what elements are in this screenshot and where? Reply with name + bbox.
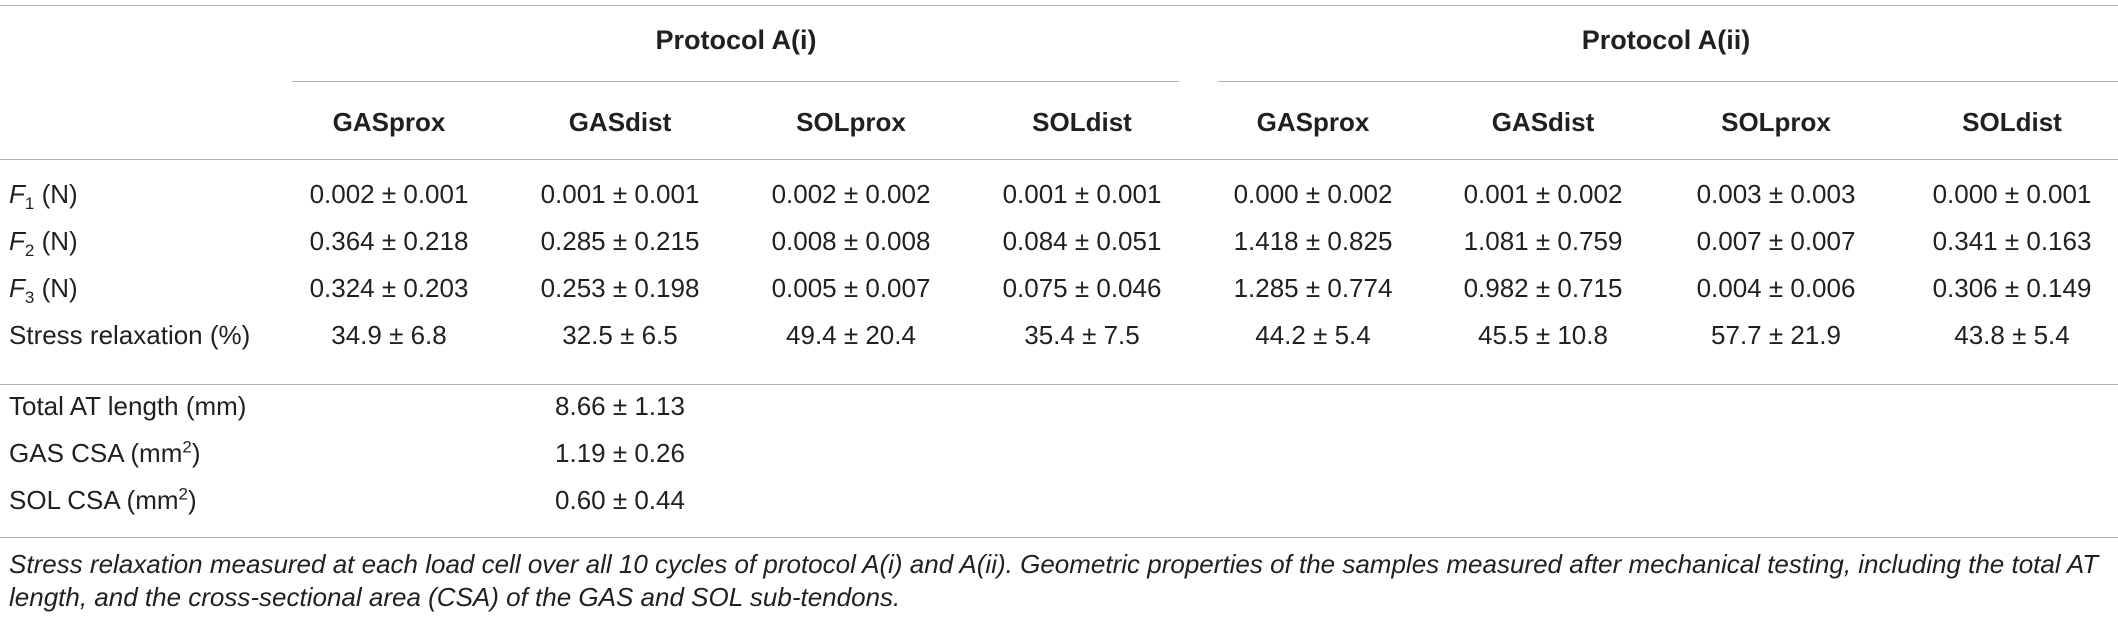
col-header-gasdist-a-i: GASdist [568, 107, 672, 137]
table-cell: 0.324 ± 0.203 [309, 273, 469, 303]
table-cell: 0.306 ± 0.149 [1932, 273, 2092, 303]
section-rule [0, 384, 2118, 385]
table-cell: 0.001 ± 0.001 [1002, 179, 1162, 209]
header-rule [0, 159, 2118, 160]
table-cell: 0.001 ± 0.002 [1463, 179, 1623, 209]
row-label-f1: F1 (N) [9, 179, 78, 214]
row-label-total-at-length: Total AT length (mm) [9, 391, 247, 421]
col-header-soldist-a-i: SOLdist [1032, 107, 1132, 137]
col-header-solprox-a-i: SOLprox [796, 107, 906, 137]
table-cell: 57.7 ± 21.9 [1711, 320, 1841, 350]
table-cell: 1.285 ± 0.774 [1233, 273, 1393, 303]
table-cell: 0.002 ± 0.002 [771, 179, 931, 209]
table-cell: 45.5 ± 10.8 [1478, 320, 1608, 350]
table-cell: 1.081 ± 0.759 [1463, 226, 1623, 256]
table-cell: 32.5 ± 6.5 [562, 320, 678, 350]
table-cell: 0.075 ± 0.046 [1002, 273, 1162, 303]
bottom-rule [0, 537, 2118, 538]
col-header-soldist-a-ii: SOLdist [1962, 107, 2062, 137]
table-cell: 0.001 ± 0.001 [540, 179, 700, 209]
col-header-gasprox-a-ii: GASprox [1256, 107, 1370, 137]
table-caption: Stress relaxation measured at each load … [9, 549, 2099, 612]
table-cell: 0.003 ± 0.003 [1696, 179, 1856, 209]
row-label-f2: F2 (N) [9, 226, 78, 261]
table-cell: 0.253 ± 0.198 [540, 273, 700, 303]
group-a-ii-underline [1218, 81, 2118, 82]
table-cell: 0.005 ± 0.007 [771, 273, 931, 303]
col-header-gasdist-a-ii: GASdist [1491, 107, 1595, 137]
table-cell: 0.008 ± 0.008 [771, 226, 931, 256]
table-cell: 0.364 ± 0.218 [309, 226, 469, 256]
table-cell: 43.8 ± 5.4 [1954, 320, 2070, 350]
group-header-protocol-a-i: Protocol A(i) [655, 25, 817, 55]
table-cell: 0.60 ± 0.44 [555, 485, 685, 515]
top-rule [0, 5, 2118, 6]
table-cell: 8.66 ± 1.13 [555, 391, 685, 421]
table-cell: 0.000 ± 0.001 [1932, 179, 2092, 209]
group-a-i-underline [292, 81, 1179, 82]
table-cell: 34.9 ± 6.8 [331, 320, 447, 350]
row-label-sol-csa: SOL CSA (mm2) [9, 484, 197, 515]
table-cell: 0.007 ± 0.007 [1696, 226, 1856, 256]
table-cell: 44.2 ± 5.4 [1255, 320, 1371, 350]
row-label-stress-relaxation: Stress relaxation (%) [9, 320, 251, 350]
row-label-f3: F3 (N) [9, 273, 78, 308]
table-cell: 1.418 ± 0.825 [1233, 226, 1393, 256]
row-label-gas-csa: GAS CSA (mm2) [9, 437, 201, 468]
table-cell: 0.004 ± 0.006 [1696, 273, 1856, 303]
table-cell: 0.000 ± 0.002 [1233, 179, 1393, 209]
table-cell: 35.4 ± 7.5 [1024, 320, 1140, 350]
table-cell: 0.341 ± 0.163 [1932, 226, 2092, 256]
table-cell: 0.002 ± 0.001 [309, 179, 469, 209]
group-header-protocol-a-ii: Protocol A(ii) [1581, 25, 1751, 55]
table-cell: 1.19 ± 0.26 [555, 438, 685, 468]
table-cell: 0.982 ± 0.715 [1463, 273, 1623, 303]
table-cell: 0.285 ± 0.215 [540, 226, 700, 256]
table-cell: 49.4 ± 20.4 [786, 320, 916, 350]
col-header-solprox-a-ii: SOLprox [1721, 107, 1831, 137]
table-cell: 0.084 ± 0.051 [1002, 226, 1162, 256]
col-header-gasprox-a-i: GASprox [332, 107, 446, 137]
